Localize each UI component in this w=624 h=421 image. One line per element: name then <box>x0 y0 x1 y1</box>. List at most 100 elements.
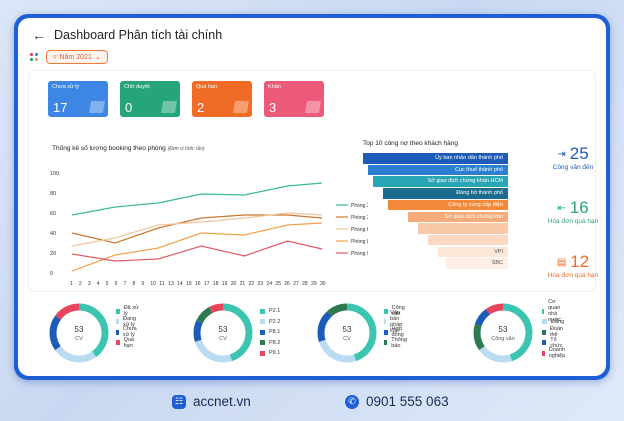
legend-label: Phòng 2.2 <box>351 215 368 221</box>
x-tick-label: 28 <box>302 281 308 287</box>
legend-label: P9.1 <box>269 350 281 357</box>
status-card-label: Khẩn <box>268 84 281 90</box>
series-line-2 <box>71 212 323 247</box>
legend-label: Đã xử lý <box>123 305 139 318</box>
donut-svg: 53 CV <box>317 303 377 363</box>
legend-swatch <box>260 329 265 335</box>
y-tick-label: 40 <box>50 231 56 237</box>
x-tick-label: 9 <box>141 281 144 287</box>
year-filter-label: Năm 2021 <box>59 53 92 61</box>
stat-label: Hóa đơn quá hạn <box>547 272 599 279</box>
legend-row: Công văn <box>384 305 409 318</box>
series-line-1 <box>71 214 323 244</box>
top10-item[interactable] <box>428 234 508 246</box>
x-tick-label: 18 <box>213 281 219 287</box>
legend-swatch <box>542 319 547 325</box>
x-tick-label: 21 <box>240 281 246 287</box>
donut-chart-2: 53 CV Công văn Văn bản pháp luật Hợp đồng Thô… <box>314 300 407 371</box>
legend-label: Cơ quan nhà nước <box>548 299 562 324</box>
y-tick-label: 20 <box>50 251 56 257</box>
legend-label: Doanh nghiệp <box>548 347 566 360</box>
x-tick-label: 19 <box>222 281 228 287</box>
legend-swatch <box>384 329 388 335</box>
legend-swatch <box>384 308 388 314</box>
y-tick-label: 80 <box>50 191 56 197</box>
chevron-down-icon: ⌄ <box>94 54 101 61</box>
x-tick-label: 25 <box>275 281 281 287</box>
donut-center-label: Công văn <box>491 336 515 342</box>
legend-swatch <box>116 340 120 346</box>
legend-swatch <box>542 329 546 335</box>
card-decoration-icon <box>88 101 106 113</box>
legend-label: Đoàn thể <box>549 326 564 339</box>
status-card-3[interactable]: Khẩn 3 <box>264 81 324 117</box>
donut-segment <box>473 303 533 363</box>
x-tick-label: 30 <box>320 281 326 287</box>
footer-phone[interactable]: ✆ 0901 555 063 <box>345 394 449 409</box>
donut-center-label: CV <box>219 336 227 342</box>
legend-label: Thông báo <box>391 336 407 349</box>
legend-row: P2.1 <box>260 306 280 317</box>
legend-row: P2.2 <box>260 317 280 328</box>
series-line-0 <box>71 182 323 216</box>
top10-item[interactable]: VPI <box>438 246 508 258</box>
phone-text: 0901 555 063 <box>366 394 449 409</box>
x-tick-label: 5 <box>106 281 109 287</box>
x-tick-label: 16 <box>195 281 201 287</box>
x-tick-label: 15 <box>186 281 192 287</box>
donut-segment <box>317 303 377 363</box>
donut-segment <box>193 303 253 363</box>
top10-item[interactable]: Công ty cung cấp điện <box>388 199 508 211</box>
x-tick-label: 29 <box>311 281 317 287</box>
x-tick-label: 11 <box>159 281 164 287</box>
donut-center-label: CV <box>75 336 83 342</box>
donut-center-value: 53 <box>343 325 352 334</box>
apps-icon[interactable] <box>30 53 40 63</box>
legend-swatch <box>116 308 120 314</box>
x-tick-label: 24 <box>266 281 272 287</box>
status-card-label: Chờ duyệt <box>124 84 150 90</box>
website-text: accnet.vn <box>193 394 251 409</box>
page-title: Dashboard Phân tích tài chính <box>54 28 223 42</box>
top10-item[interactable]: Sở giao dịch chứng khán HCM <box>373 176 508 187</box>
legend-row: Doanh nghiệp <box>542 347 568 360</box>
top10-item[interactable]: Sở giao dịch chứng khn <box>408 211 508 222</box>
top10-item[interactable]: Ủy ban nhân dân thành phố <box>363 153 508 164</box>
analytics-panel <box>28 70 596 292</box>
stat-label: Hóa đơn quá hạn <box>547 218 599 225</box>
legend-row: Quá hạn <box>116 337 139 349</box>
inbox-arrow-icon: ⇥ <box>557 148 566 160</box>
stat-block-0: ⇥ 25 Công văn đến <box>538 144 606 172</box>
legend-row: Cơ quan nhà nước <box>542 299 568 323</box>
donut-legend: P2.1 P2.2 P8.1 P8.2 P9.1 <box>260 306 280 359</box>
stat-value: 12 <box>570 252 590 271</box>
legend-label: Hợp đồng <box>391 326 404 339</box>
top10-item[interactable]: SBC <box>446 258 508 269</box>
phone-icon: ✆ <box>345 394 359 409</box>
donut-svg: 53 CV <box>193 303 253 363</box>
donut-segment <box>49 303 109 363</box>
status-card-1[interactable]: Chờ duyệt 0 <box>120 81 180 117</box>
donut-segment <box>317 303 377 363</box>
top10-item[interactable] <box>418 223 508 234</box>
legend-label: Văn bản pháp luật <box>390 309 403 334</box>
legend-label: Công văn <box>391 305 405 318</box>
x-tick-label: 17 <box>204 281 210 287</box>
document-icon: ▤ <box>556 256 567 268</box>
invoice-arrow-icon: ⇤ <box>557 202 566 214</box>
year-filter-dropdown[interactable]: ▿ Năm 2021 ⌄ <box>46 50 108 64</box>
x-tick-label: 1 <box>70 281 73 287</box>
series-line-3 <box>71 222 323 272</box>
legend-label: Phòng 2.1 <box>351 203 368 209</box>
top10-item[interactable]: Cục thuế thành phố <box>368 164 508 176</box>
arrow-left-icon[interactable]: ← <box>32 27 46 43</box>
status-card-0[interactable]: Chưa xử lý 17 <box>48 81 108 117</box>
top10-title: Top 10 công nợ theo khách hàng <box>363 140 458 147</box>
status-card-2[interactable]: Quá hạn 2 <box>192 81 252 117</box>
top10-item[interactable]: Đảng bộ thành phố <box>383 188 508 199</box>
legend-label: Phòng 8.2 <box>351 239 368 245</box>
x-tick-label: 13 <box>168 281 174 287</box>
footer-website[interactable]: ☷ accnet.vn <box>172 394 251 409</box>
legend-label: Đảng <box>551 318 565 325</box>
